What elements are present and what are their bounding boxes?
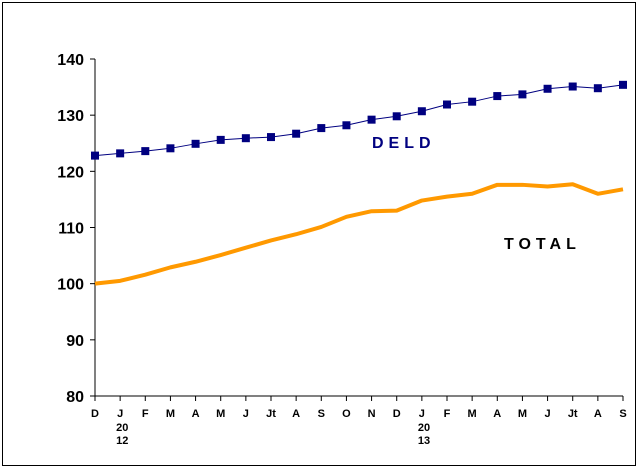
data-point-deld [417,107,426,116]
data-point-deld [216,135,225,144]
data-point-deld [241,134,250,143]
x-tick-label: O [342,408,351,420]
series-label-deld: DELD [372,135,436,152]
data-point-deld [191,139,200,148]
data-point-deld [392,112,401,121]
x-tick-label: J [545,408,551,420]
data-point-deld [116,149,125,158]
x-tick-label: A [594,408,602,420]
x-year-label: 20 [418,422,430,434]
x-tick-label: N [368,408,376,420]
y-tick-label: 80 [66,389,84,406]
axes [94,59,623,397]
x-tick-label: J [243,408,249,420]
series-line-deld [94,84,624,157]
data-point-deld [317,124,326,133]
data-point-deld [619,80,627,89]
x-tick-label: M [166,408,175,420]
x-tick-label: Jt [568,408,578,420]
data-point-deld [468,97,477,106]
data-point-deld [543,84,552,93]
line-chart: 80 90 100 110 120 130 140 D J F M A M J Jt A S O N D J F M A M J… [57,52,627,447]
x-tick-label: A [493,408,501,420]
data-point-deld [443,100,451,109]
x-year-label: 12 [116,435,128,447]
data-point-deld [141,147,150,156]
y-axis-ticks: 80 90 100 110 120 130 140 [57,52,95,406]
x-tick-label: F [142,408,149,420]
data-point-deld [342,121,351,130]
x-year-label: 20 [116,422,128,434]
y-tick-label: 100 [57,277,84,294]
y-tick-label: 120 [57,164,84,181]
data-point-deld [493,92,502,101]
x-tick-label: S [318,408,325,420]
series-layer [91,80,627,286]
chart-frame: 80 90 100 110 120 130 140 D J F M A M J Jt A S O N D J F M A M J… [2,2,636,466]
y-tick-label: 90 [66,333,84,350]
x-tick-label: J [117,408,123,420]
x-tick-label: M [518,408,527,420]
x-tick-label: A [192,408,200,420]
x-tick-label: F [444,408,451,420]
data-point-deld [518,90,527,99]
data-point-deld [267,133,275,142]
data-point-deld [91,151,99,160]
series-line-total [94,182,624,286]
x-tick-label: M [468,408,477,420]
data-point-deld [166,144,175,153]
x-tick-label: D [91,408,99,420]
data-point-deld [593,84,602,93]
data-point-deld [367,115,376,124]
x-tick-label: A [292,408,300,420]
x-tick-label: Jt [266,408,276,420]
data-point-deld [568,82,577,91]
y-tick-label: 130 [57,108,84,125]
x-tick-label: D [393,408,401,420]
x-tick-label: S [619,408,626,420]
x-year-label: 13 [418,435,430,447]
x-tick-label: M [216,408,225,420]
y-tick-label: 140 [57,52,84,69]
data-point-deld [292,129,301,138]
series-label-total: TOTAL [504,236,581,253]
x-tick-label: J [419,408,425,420]
y-tick-label: 110 [58,221,84,238]
